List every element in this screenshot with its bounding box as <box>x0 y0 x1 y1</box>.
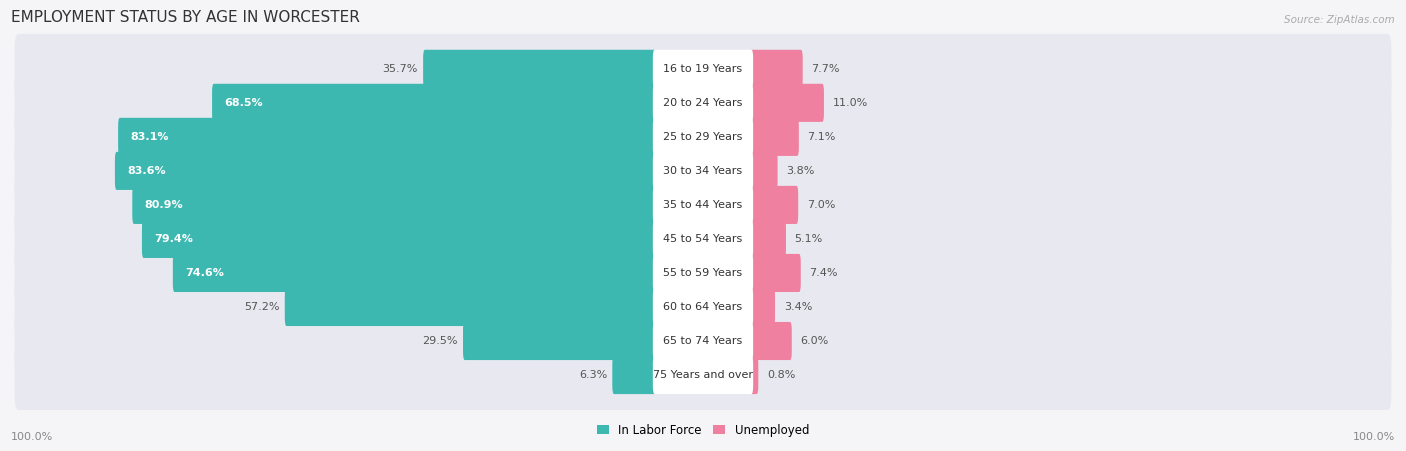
Text: 83.1%: 83.1% <box>131 132 169 142</box>
FancyBboxPatch shape <box>142 220 657 258</box>
FancyBboxPatch shape <box>14 272 1392 342</box>
Text: 79.4%: 79.4% <box>155 234 193 244</box>
FancyBboxPatch shape <box>14 238 1392 308</box>
FancyBboxPatch shape <box>652 152 754 190</box>
FancyBboxPatch shape <box>749 254 801 292</box>
FancyBboxPatch shape <box>749 50 803 88</box>
Text: 7.1%: 7.1% <box>807 132 837 142</box>
Text: 80.9%: 80.9% <box>145 200 183 210</box>
FancyBboxPatch shape <box>749 186 799 224</box>
FancyBboxPatch shape <box>749 288 775 326</box>
FancyBboxPatch shape <box>652 186 754 224</box>
FancyBboxPatch shape <box>173 254 657 292</box>
FancyBboxPatch shape <box>285 288 657 326</box>
Text: 16 to 19 Years: 16 to 19 Years <box>664 64 742 74</box>
Text: 75 Years and over: 75 Years and over <box>652 370 754 380</box>
FancyBboxPatch shape <box>115 152 657 190</box>
Text: 55 to 59 Years: 55 to 59 Years <box>664 268 742 278</box>
FancyBboxPatch shape <box>749 152 778 190</box>
FancyBboxPatch shape <box>652 50 754 88</box>
Text: 5.1%: 5.1% <box>794 234 823 244</box>
FancyBboxPatch shape <box>749 220 786 258</box>
Text: 29.5%: 29.5% <box>422 336 458 346</box>
Text: EMPLOYMENT STATUS BY AGE IN WORCESTER: EMPLOYMENT STATUS BY AGE IN WORCESTER <box>11 10 360 25</box>
Text: 0.8%: 0.8% <box>766 370 796 380</box>
FancyBboxPatch shape <box>14 204 1392 274</box>
Text: 100.0%: 100.0% <box>1353 432 1395 442</box>
FancyBboxPatch shape <box>749 84 824 122</box>
Legend: In Labor Force, Unemployed: In Labor Force, Unemployed <box>598 424 808 437</box>
FancyBboxPatch shape <box>132 186 657 224</box>
FancyBboxPatch shape <box>14 102 1392 172</box>
FancyBboxPatch shape <box>612 356 657 394</box>
Text: 3.8%: 3.8% <box>786 166 814 176</box>
Text: 45 to 54 Years: 45 to 54 Years <box>664 234 742 244</box>
Text: 60 to 64 Years: 60 to 64 Years <box>664 302 742 312</box>
Text: 74.6%: 74.6% <box>186 268 224 278</box>
FancyBboxPatch shape <box>463 322 657 360</box>
FancyBboxPatch shape <box>14 34 1392 104</box>
Text: 35 to 44 Years: 35 to 44 Years <box>664 200 742 210</box>
FancyBboxPatch shape <box>652 118 754 156</box>
FancyBboxPatch shape <box>14 170 1392 240</box>
Text: 100.0%: 100.0% <box>11 432 53 442</box>
FancyBboxPatch shape <box>652 288 754 326</box>
Text: 57.2%: 57.2% <box>245 302 280 312</box>
FancyBboxPatch shape <box>14 306 1392 376</box>
FancyBboxPatch shape <box>652 220 754 258</box>
FancyBboxPatch shape <box>749 322 792 360</box>
Text: 6.0%: 6.0% <box>800 336 828 346</box>
FancyBboxPatch shape <box>118 118 657 156</box>
FancyBboxPatch shape <box>14 136 1392 206</box>
FancyBboxPatch shape <box>652 322 754 360</box>
Text: 7.0%: 7.0% <box>807 200 835 210</box>
Text: 3.4%: 3.4% <box>783 302 813 312</box>
Text: 68.5%: 68.5% <box>224 98 263 108</box>
FancyBboxPatch shape <box>212 84 657 122</box>
FancyBboxPatch shape <box>423 50 657 88</box>
Text: 11.0%: 11.0% <box>832 98 868 108</box>
FancyBboxPatch shape <box>652 356 754 394</box>
Text: 25 to 29 Years: 25 to 29 Years <box>664 132 742 142</box>
FancyBboxPatch shape <box>14 340 1392 410</box>
FancyBboxPatch shape <box>14 68 1392 138</box>
Text: 6.3%: 6.3% <box>579 370 607 380</box>
Text: 83.6%: 83.6% <box>127 166 166 176</box>
Text: 65 to 74 Years: 65 to 74 Years <box>664 336 742 346</box>
Text: 30 to 34 Years: 30 to 34 Years <box>664 166 742 176</box>
Text: 20 to 24 Years: 20 to 24 Years <box>664 98 742 108</box>
Text: 7.4%: 7.4% <box>810 268 838 278</box>
Text: 7.7%: 7.7% <box>811 64 839 74</box>
FancyBboxPatch shape <box>749 356 758 394</box>
FancyBboxPatch shape <box>749 118 799 156</box>
Text: Source: ZipAtlas.com: Source: ZipAtlas.com <box>1284 15 1395 25</box>
FancyBboxPatch shape <box>652 84 754 122</box>
Text: 35.7%: 35.7% <box>382 64 418 74</box>
FancyBboxPatch shape <box>652 254 754 292</box>
